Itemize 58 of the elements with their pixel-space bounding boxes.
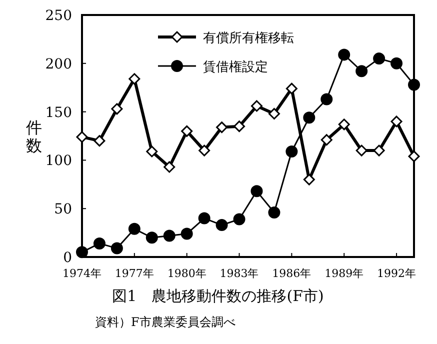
point — [356, 144, 368, 156]
point — [164, 161, 176, 173]
legend-label: 有償所有権移転 — [203, 31, 294, 46]
point — [111, 103, 123, 115]
point — [320, 93, 333, 106]
point — [250, 185, 263, 198]
point — [356, 65, 368, 78]
point — [250, 100, 262, 112]
y-tick-label: 250 — [45, 8, 72, 24]
point — [234, 120, 246, 132]
point — [390, 57, 403, 70]
point — [216, 219, 228, 232]
x-tick-label: 1980年 — [167, 267, 206, 280]
text: 資料）F市農業委員会調べ — [95, 315, 236, 329]
y-tick-label: 200 — [45, 56, 72, 72]
point — [268, 206, 280, 218]
x-tick-label: 1989年 — [324, 267, 364, 280]
y-tick-label: 0 — [63, 250, 72, 266]
point — [303, 174, 315, 186]
point — [320, 134, 332, 146]
point — [93, 237, 106, 250]
x-tick-label: 1986年 — [272, 267, 312, 280]
point — [128, 222, 140, 235]
point — [373, 144, 385, 156]
point — [146, 232, 158, 244]
point — [76, 131, 88, 143]
point — [286, 145, 298, 158]
point — [94, 135, 106, 147]
point — [146, 146, 158, 158]
point — [181, 125, 193, 137]
point — [163, 230, 176, 242]
y-axis-title: 件数 — [26, 118, 42, 155]
point — [128, 73, 140, 85]
x-tick-label: 1983年 — [220, 267, 259, 280]
x-tick-label: 1977年 — [114, 267, 154, 280]
legend-label: 賃借権設定 — [203, 60, 268, 75]
point — [373, 52, 386, 65]
point — [198, 144, 210, 156]
point — [408, 78, 420, 91]
point — [216, 122, 228, 134]
point — [408, 150, 420, 162]
y-tick-label: 150 — [45, 104, 72, 121]
text: 図1 農地移動件数の推移(F市) — [112, 287, 324, 305]
x-tick-label: 1992年 — [377, 267, 416, 280]
point — [233, 213, 246, 226]
point — [268, 108, 280, 120]
point — [390, 116, 402, 128]
point — [286, 82, 298, 94]
point — [303, 112, 316, 124]
point — [110, 242, 123, 254]
point — [180, 228, 193, 240]
point — [338, 118, 350, 130]
point — [76, 246, 88, 258]
x-tick-label: 1974年 — [62, 267, 102, 280]
point — [338, 48, 350, 61]
point — [198, 212, 210, 224]
y-tick-label: 50 — [54, 202, 72, 218]
y-tick-label: 100 — [45, 153, 72, 170]
